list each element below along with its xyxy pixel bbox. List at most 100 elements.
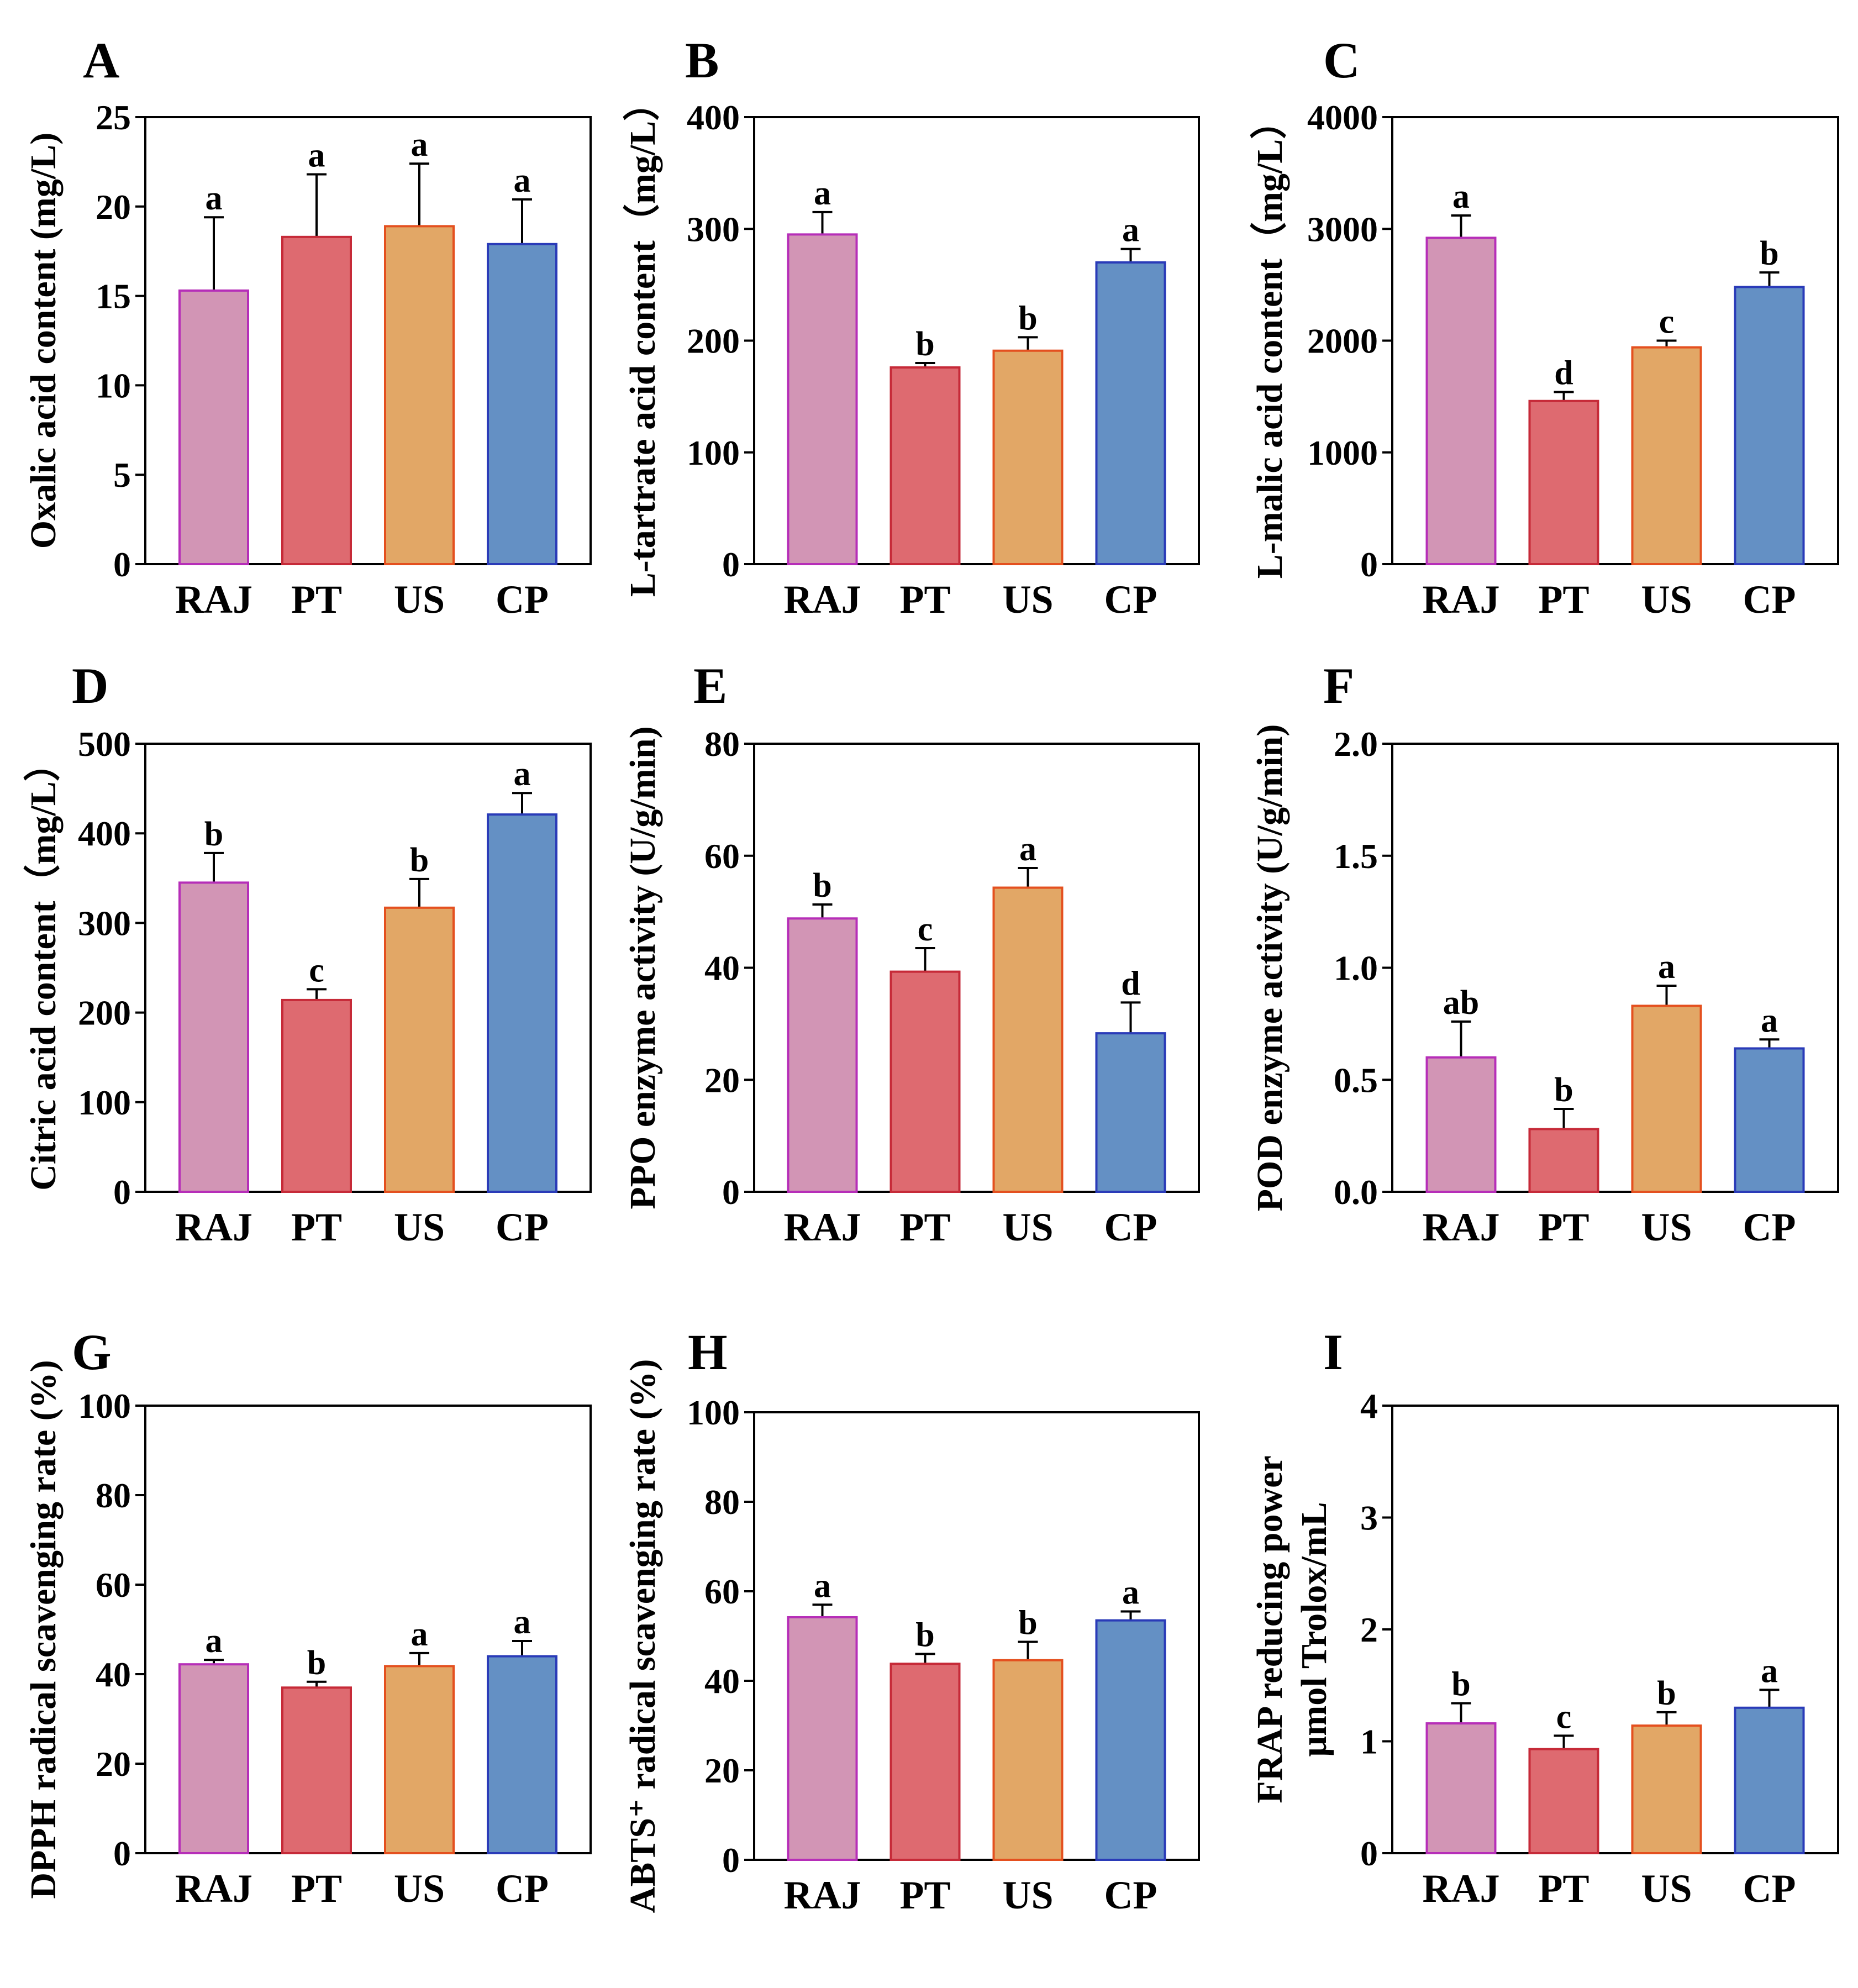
category-label-US: US	[394, 577, 445, 622]
bar-RAJ	[1425, 1722, 1497, 1855]
y-tick-label: 20	[704, 1060, 740, 1100]
y-tick-label: 0	[1360, 545, 1378, 584]
significance-label-PT: d	[1554, 355, 1573, 392]
significance-label-US: a	[1019, 830, 1036, 868]
panel-letter: B	[685, 32, 719, 88]
y-tick-label: 1000	[1307, 433, 1378, 472]
y-tick-label: 20	[704, 1751, 740, 1790]
y-tick-label: 25	[96, 98, 131, 137]
bar-CP	[1095, 261, 1166, 565]
bar-RAJ	[178, 289, 249, 566]
bar-RAJ	[787, 233, 858, 565]
y-axis-title: Oxalic acid content (mg/L)	[23, 133, 64, 549]
category-label-RAJ: RAJ	[1423, 1866, 1500, 1911]
bar-CP	[487, 813, 557, 1193]
y-tick-label: 4000	[1307, 98, 1378, 137]
y-axis-title-line2: µmol Trolox/mL	[1294, 1502, 1334, 1757]
chart-panel-H: 0 20 40 60 80 100 a RAJ b PT b US a CP H ABTS⁺ radical …	[623, 1324, 1200, 1917]
category-label-US: US	[1641, 1866, 1692, 1911]
y-tick-label: 0.0	[1334, 1172, 1378, 1212]
category-label-PT: PT	[899, 1205, 950, 1249]
category-label-RAJ: RAJ	[175, 577, 252, 622]
y-tick-label: 60	[704, 837, 740, 876]
category-label-US: US	[394, 1205, 445, 1249]
significance-label-RAJ: b	[1451, 1666, 1470, 1703]
y-tick-label: 0	[113, 545, 131, 584]
significance-label-CP: a	[1761, 1652, 1778, 1690]
y-tick-label: 1	[1360, 1722, 1378, 1761]
category-label-PT: PT	[1538, 1866, 1589, 1911]
significance-label-US: a	[411, 1616, 428, 1653]
plot-frame	[144, 116, 592, 565]
category-label-CP: CP	[1104, 1205, 1157, 1249]
significance-label-PT: c	[1556, 1698, 1572, 1735]
significance-label-PT: a	[308, 137, 325, 175]
significance-label-PT: c	[918, 911, 933, 948]
bar-US	[384, 906, 455, 1193]
panel-letter: G	[72, 1324, 112, 1380]
y-tick-label: 0	[113, 1834, 131, 1873]
y-tick-label: 100	[78, 1386, 131, 1426]
bar-PT	[889, 1663, 961, 1861]
y-tick-label: 40	[704, 1661, 740, 1701]
y-axis-title: PPO enzyme activity (U/g/min)	[623, 726, 663, 1209]
category-label-CP: CP	[496, 1205, 549, 1249]
significance-label-PT: c	[309, 951, 324, 989]
chart-panel-E: 0 20 40 60 80 b RAJ c PT a US d CP E PPO enzyme activi…	[623, 658, 1200, 1249]
chart-panel-B: 0 100 200 300 400 a RAJ b PT b US a CP B L-tartrate ac…	[622, 32, 1200, 622]
y-tick-label: 0	[722, 1840, 740, 1880]
category-label-US: US	[1002, 1205, 1053, 1249]
panel-letter: A	[83, 32, 119, 88]
y-tick-label: 20	[96, 187, 131, 227]
y-tick-label: 1.0	[1334, 949, 1378, 988]
category-label-PT: PT	[899, 577, 950, 622]
category-label-PT: PT	[1538, 1205, 1589, 1249]
bar-RAJ	[787, 917, 858, 1193]
y-tick-label: 0	[113, 1172, 131, 1212]
category-label-RAJ: RAJ	[784, 577, 861, 622]
significance-label-US: b	[1018, 299, 1037, 337]
category-label-RAJ: RAJ	[784, 1205, 861, 1249]
category-label-CP: CP	[496, 1866, 549, 1911]
y-tick-label: 2	[1360, 1610, 1378, 1649]
y-tick-label: 80	[704, 724, 740, 764]
category-label-PT: PT	[291, 1205, 342, 1249]
significance-label-CP: a	[1122, 1574, 1139, 1611]
category-label-US: US	[1002, 577, 1053, 622]
chart-panel-F: 0.0 0.5 1.0 1.5 2.0 ab RAJ b PT a US a CP F POD enzyme…	[1250, 658, 1839, 1249]
chart-panel-A: 0 5 10 15 20 25 a RAJ a PT a US a CP A Oxalic acid cont…	[23, 32, 592, 622]
category-label-PT: PT	[899, 1873, 950, 1917]
bar-PT	[1528, 399, 1599, 566]
significance-label-PT: b	[307, 1644, 326, 1682]
y-tick-label: 300	[687, 209, 740, 249]
y-tick-label: 100	[687, 1393, 740, 1432]
panel-letter: F	[1323, 658, 1354, 714]
panel-letter: C	[1323, 32, 1360, 88]
y-tick-label: 400	[78, 814, 131, 853]
significance-label-RAJ: a	[206, 1622, 223, 1660]
significance-label-RAJ: a	[814, 175, 831, 212]
category-label-CP: CP	[1743, 577, 1796, 622]
bar-PT	[281, 1686, 352, 1855]
y-axis-title: L-tartrate acid content（mg/L）	[622, 85, 663, 597]
category-label-RAJ: RAJ	[784, 1873, 861, 1917]
bar-PT	[281, 998, 352, 1193]
y-tick-label: 0.5	[1334, 1060, 1378, 1100]
y-tick-label: 0	[722, 545, 740, 584]
y-tick-label: 15	[96, 277, 131, 316]
bar-RAJ	[1425, 236, 1497, 565]
y-tick-label: 80	[96, 1476, 131, 1515]
y-tick-label: 200	[687, 322, 740, 361]
category-label-RAJ: RAJ	[175, 1866, 252, 1911]
bar-US	[992, 349, 1064, 565]
bar-RAJ	[1425, 1056, 1497, 1193]
y-tick-label: 3000	[1307, 209, 1378, 249]
significance-label-PT: b	[915, 325, 934, 363]
significance-label-PT: b	[915, 1616, 934, 1654]
y-tick-label: 100	[687, 433, 740, 472]
y-tick-label: 40	[704, 949, 740, 988]
bar-PT	[889, 366, 961, 565]
y-axis-title: POD enzyme activity (U/g/min)	[1250, 724, 1290, 1212]
